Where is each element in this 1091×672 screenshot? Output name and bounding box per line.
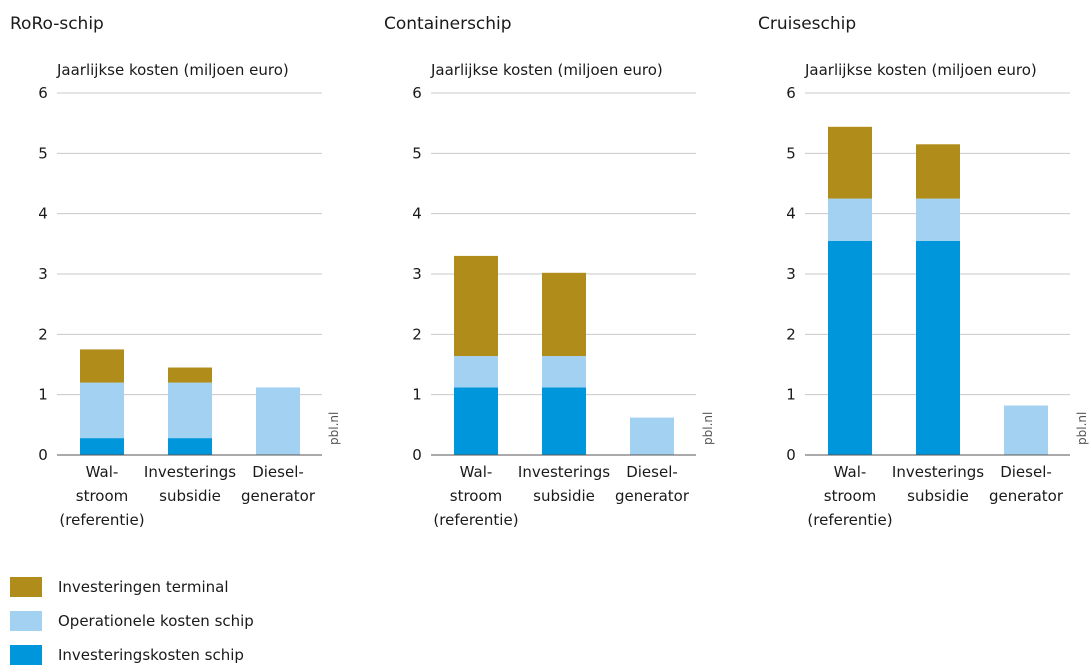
panel-0: RoRo-schip Jaarlijkse kosten (miljoen eur… [10, 14, 341, 529]
bar-segment [542, 272, 586, 357]
bar-segment [168, 367, 212, 383]
x-tick-label: Wal- [460, 463, 493, 481]
x-tick-label: generator [989, 487, 1064, 505]
y-axis-label: Jaarlijkse kosten (miljoen euro) [56, 61, 289, 79]
y-tick-label: 3 [412, 265, 422, 283]
x-tick-label: (referentie) [433, 511, 518, 529]
legend: Investeringen terminal Operationele kost… [10, 570, 254, 672]
y-tick-label: 4 [412, 205, 422, 223]
bar-segment [1004, 405, 1048, 455]
y-tick-label: 2 [412, 325, 422, 343]
legend-item-terminal: Investeringen terminal [10, 570, 254, 604]
bar-segment [828, 126, 872, 199]
x-tick-label: Wal- [86, 463, 119, 481]
legend-label-investeringskosten: Investeringskosten schip [58, 646, 244, 664]
x-tick-label: Diesel- [626, 463, 678, 481]
y-tick-label: 6 [38, 84, 48, 102]
legend-item-operationele-kosten: Operationele kosten schip [10, 604, 254, 638]
bar-segment [80, 382, 124, 439]
y-tick-label: 1 [786, 386, 796, 404]
x-tick-label: stroom [450, 487, 503, 505]
x-tick-label: generator [615, 487, 690, 505]
legend-swatch-operationele-kosten [10, 611, 42, 631]
bar-segment [168, 438, 212, 455]
source-label: pbl.nl [1075, 412, 1089, 445]
panel-1: Containerschip Jaarlijkse kosten (miljoen… [384, 14, 715, 529]
bar-segment [168, 382, 212, 439]
bar-segment [916, 144, 960, 199]
y-tick-label: 5 [786, 144, 796, 162]
legend-swatch-terminal [10, 577, 42, 597]
y-tick-label: 0 [786, 446, 796, 464]
y-tick-label: 4 [786, 205, 796, 223]
x-tick-label: (referentie) [59, 511, 144, 529]
bar-segment [454, 387, 498, 455]
panel-title: RoRo-schip [10, 14, 104, 34]
bar-segment [916, 198, 960, 241]
bar-segment [80, 438, 124, 455]
bar-segment [630, 417, 674, 455]
bar-segment [828, 198, 872, 241]
legend-label-operationele-kosten: Operationele kosten schip [58, 612, 254, 630]
y-tick-label: 3 [38, 265, 48, 283]
x-tick-label: stroom [824, 487, 877, 505]
legend-label-terminal: Investeringen terminal [58, 578, 229, 596]
y-tick-label: 3 [786, 265, 796, 283]
bar-segment [542, 356, 586, 388]
y-tick-label: 2 [786, 325, 796, 343]
source-label: pbl.nl [327, 412, 341, 445]
panel-title: Cruiseschip [758, 14, 856, 34]
legend-swatch-investeringskosten [10, 645, 42, 665]
chart-area: RoRo-schip Jaarlijkse kosten (miljoen eur… [10, 14, 1089, 529]
y-tick-label: 1 [38, 386, 48, 404]
bar-segment [454, 356, 498, 388]
y-axis-label: Jaarlijkse kosten (miljoen euro) [430, 61, 663, 79]
y-tick-label: 5 [38, 144, 48, 162]
x-tick-label: subsidie [907, 487, 969, 505]
x-tick-label: Diesel- [252, 463, 304, 481]
x-tick-label: Investerings [892, 463, 984, 481]
legend-item-investeringskosten: Investeringskosten schip [10, 638, 254, 672]
y-tick-label: 2 [38, 325, 48, 343]
x-tick-label: subsidie [159, 487, 221, 505]
y-tick-label: 1 [412, 386, 422, 404]
panel-2: Cruiseschip Jaarlijkse kosten (miljoen eu… [758, 14, 1089, 529]
x-tick-label: Diesel- [1000, 463, 1052, 481]
x-tick-label: subsidie [533, 487, 595, 505]
x-tick-label: (referentie) [807, 511, 892, 529]
y-tick-label: 4 [38, 205, 48, 223]
y-tick-label: 6 [786, 84, 796, 102]
x-tick-label: Investerings [518, 463, 610, 481]
bar-segment [916, 240, 960, 455]
x-tick-label: Investerings [144, 463, 236, 481]
y-axis-label: Jaarlijkse kosten (miljoen euro) [804, 61, 1037, 79]
bar-segment [80, 349, 124, 383]
y-tick-label: 0 [412, 446, 422, 464]
bar-segment [256, 387, 300, 455]
bar-segment [454, 255, 498, 357]
y-tick-label: 0 [38, 446, 48, 464]
panel-title: Containerschip [384, 14, 512, 34]
bar-segment [542, 387, 586, 455]
y-tick-label: 6 [412, 84, 422, 102]
y-tick-label: 5 [412, 144, 422, 162]
x-tick-label: stroom [76, 487, 129, 505]
x-tick-label: Wal- [834, 463, 867, 481]
x-tick-label: generator [241, 487, 316, 505]
source-label: pbl.nl [701, 412, 715, 445]
bar-segment [828, 240, 872, 455]
